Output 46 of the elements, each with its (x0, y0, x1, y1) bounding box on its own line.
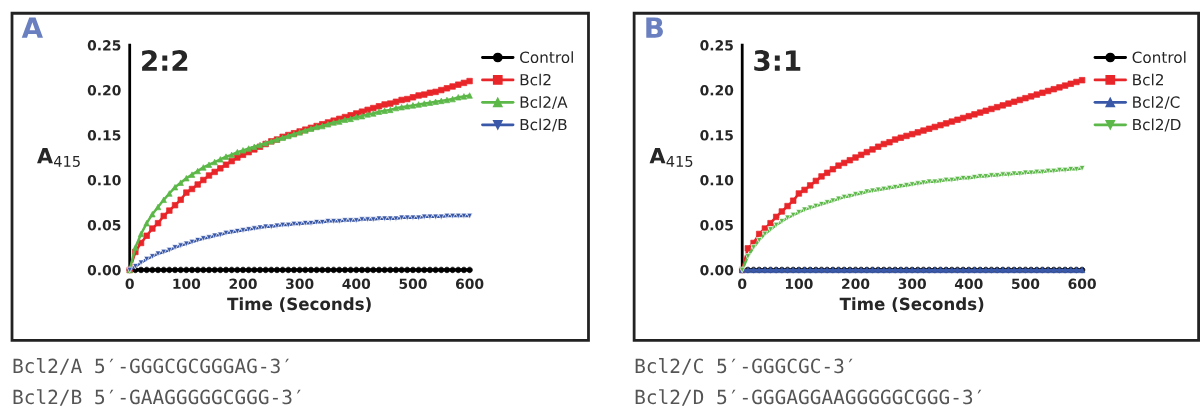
y-axis-title: A$_{415}$ (37, 148, 80, 167)
legend-label: Bcl2/B (520, 118, 567, 132)
x-tick-label: 300 (286, 278, 314, 290)
x-tick-label: 200 (842, 278, 870, 290)
legend-label: Control (1132, 51, 1186, 64)
y-tick-label: 0.00 (700, 264, 734, 276)
text: A (21, 17, 43, 38)
legend-label: Bcl2 (520, 73, 551, 86)
y-axis-title: A$_{415}$ (649, 148, 693, 167)
text: Bcl2/D 5′-GGGAGGAAGGGGGCGGG-3′ (635, 389, 982, 406)
y-tick-label: 0.05 (87, 219, 121, 231)
legend-label: Bcl2/A (520, 96, 568, 110)
y-tick-label: 0.15 (700, 130, 733, 141)
x-tick-label: 400 (954, 278, 983, 290)
y-tick-label: 0.20 (87, 85, 121, 96)
x-tick-label: 100 (173, 278, 201, 290)
y-tick-label: 0.00 (87, 264, 121, 276)
x-tick-label: 300 (898, 278, 926, 290)
y-tick-label: 0.20 (700, 85, 734, 96)
x-tick-label: 200 (229, 278, 257, 290)
x-tick-label: 600 (455, 278, 484, 290)
x-tick-label: 400 (342, 278, 371, 290)
legend-label: Control (520, 51, 573, 64)
x-tick-label: 600 (1068, 278, 1096, 290)
x-tick-label: 100 (785, 278, 813, 290)
x-tick-label: 0 (738, 278, 747, 290)
chart-title: 2:2 (142, 50, 188, 71)
y-tick-label: 0.15 (87, 130, 121, 141)
text: Bcl2/B 5′-GAAGGGGGCGGG-3′ (13, 389, 301, 406)
y-tick-label: 0.10 (87, 174, 121, 186)
text: Bcl2/A 5′-GGGCGCGGGAG-3′ (13, 358, 289, 375)
x-axis-title: Time (Seconds) (839, 297, 984, 313)
x-tick-label: 0 (125, 278, 134, 290)
x-tick-label: 500 (399, 278, 427, 290)
x-tick-label: 500 (1012, 278, 1040, 290)
x-axis-title: Time (Seconds) (227, 297, 371, 313)
y-tick-label: 0.25 (87, 40, 121, 51)
y-tick-label: 0.10 (700, 174, 734, 186)
legend-label: Bcl2/C (1133, 96, 1180, 110)
legend-label: Bcl2/D (1133, 118, 1181, 132)
chart-title: 3:1 (754, 50, 801, 72)
legend-label: Bcl2 (1133, 73, 1163, 86)
text: Bcl2/C 5′-GGGCGC-3′ (635, 358, 853, 375)
y-tick-label: 0.25 (700, 40, 733, 51)
text: B (646, 17, 663, 38)
y-tick-label: 0.05 (700, 219, 733, 231)
